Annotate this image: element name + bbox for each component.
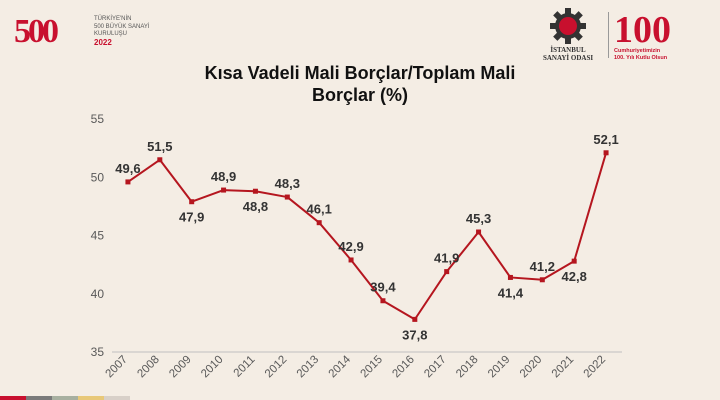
data-label: 42,8 (562, 269, 587, 284)
centennial-number: 100 (614, 9, 671, 48)
chart-title-line: Kısa Vadeli Mali Borçlar/Toplam Mali (204, 63, 516, 83)
y-tick-label: 35 (91, 345, 105, 359)
data-point (380, 298, 386, 304)
data-label: 48,8 (243, 199, 268, 214)
data-point (476, 229, 482, 235)
data-label: 41,4 (498, 285, 524, 300)
x-tick-label: 2017 (422, 354, 449, 381)
x-tick-label: 2010 (199, 354, 226, 381)
x-tick-label: 2016 (390, 354, 417, 381)
iso-gear-icon (550, 8, 586, 44)
data-label: 41,9 (434, 251, 459, 266)
data-point (252, 188, 258, 194)
logo-500-caption: TÜRKİYE'NİN 500 BÜYÜK SANAYİ KURULUŞU 20… (94, 16, 154, 46)
data-label: 51,5 (147, 139, 172, 154)
y-tick-label: 50 (91, 170, 105, 184)
logo-500-line: KURULUŞU (94, 31, 128, 37)
data-point (539, 277, 545, 283)
y-tick-label: 40 (91, 287, 105, 301)
logo-500-number: 500 (14, 13, 59, 50)
data-point (603, 150, 609, 156)
logo-500-line: 500 BÜYÜK SANAYİ (94, 23, 150, 30)
x-tick-label: 2012 (263, 354, 290, 381)
data-point (444, 269, 450, 275)
x-tick-label: 2011 (232, 354, 258, 380)
data-label: 48,3 (275, 176, 300, 191)
turkiye-500-logo: 500 TÜRKİYE'NİN 500 BÜYÜK SANAYİ KURULUŞ… (14, 12, 154, 52)
centennial-line: 100. Yılı Kutlu Olsun (614, 54, 668, 61)
data-point (316, 220, 322, 226)
series-line (127, 152, 608, 321)
data-label: 52,1 (593, 132, 618, 147)
logo-500-line: TÜRKİYE'NİN (94, 16, 132, 22)
x-tick-label: 2014 (327, 353, 354, 380)
data-point (412, 316, 418, 322)
x-tick-label: 2022 (582, 354, 609, 381)
x-tick-label: 2021 (550, 354, 577, 381)
x-tick-label: 2020 (518, 354, 545, 381)
x-tick-label: 2013 (295, 354, 322, 381)
data-point (348, 257, 354, 263)
x-tick-label: 2019 (486, 354, 513, 381)
x-tick-label: 2009 (167, 354, 194, 381)
y-tick-label: 45 (91, 229, 105, 243)
x-tick-label: 2015 (358, 354, 385, 381)
x-tick-label: 2008 (135, 354, 162, 381)
centennial-caption: Cumhuriyetimizin 100. Yılı Kutlu Olsun (614, 48, 708, 61)
data-point (157, 157, 163, 163)
x-tick-label: 2018 (454, 354, 481, 381)
data-point (284, 194, 290, 200)
iso-logo-group: İSTANBUL SANAYİ ODASI 100 Cumhuriyetimiz… (543, 8, 708, 62)
data-point (125, 179, 131, 185)
centennial-line: Cumhuriyetimizin (614, 48, 661, 54)
footer-color-strip (0, 396, 130, 400)
iso-name-line: İSTANBUL (550, 46, 586, 54)
x-tick-label: 2007 (103, 354, 130, 381)
y-tick-label: 55 (91, 112, 105, 126)
data-label: 37,8 (402, 327, 427, 342)
chart-title-line: Borçlar (%) (311, 85, 409, 105)
data-point (571, 258, 577, 264)
data-label: 46,1 (307, 202, 332, 217)
data-label: 41,2 (530, 259, 555, 274)
data-label: 42,9 (338, 239, 363, 254)
data-label: 48,9 (211, 169, 236, 184)
iso-name: İSTANBUL SANAYİ ODASI (532, 46, 604, 62)
data-label: 49,6 (115, 161, 140, 176)
data-point (221, 187, 227, 193)
iso-name-line: SANAYİ ODASI (542, 54, 594, 62)
data-point (507, 274, 513, 280)
data-label: 45,3 (466, 211, 491, 226)
logo-500-year: 2022 (94, 37, 112, 47)
data-point (189, 199, 195, 205)
chart-title: Kısa Vadeli Mali Borçlar/Toplam Mali Bor… (0, 62, 720, 106)
centennial-logo-icon: 100 (614, 9, 671, 48)
data-label: 39,4 (370, 280, 396, 295)
logo-divider (608, 12, 609, 58)
data-label: 47,9 (179, 210, 204, 225)
